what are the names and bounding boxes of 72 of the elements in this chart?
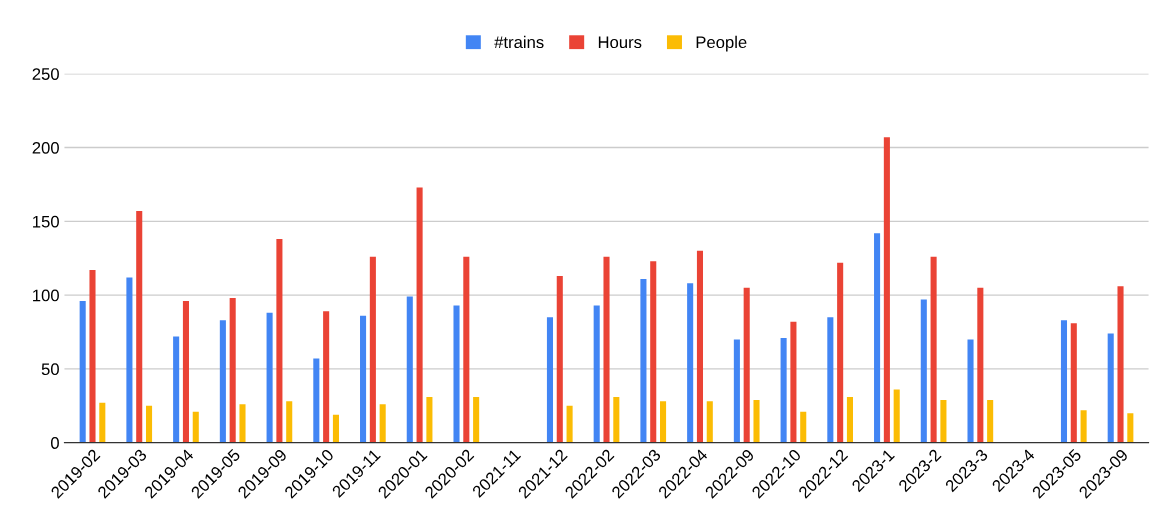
bar xyxy=(1127,413,1134,443)
bar xyxy=(780,337,787,443)
legend-label: People xyxy=(696,35,747,52)
bar xyxy=(987,399,994,443)
bar xyxy=(687,283,694,443)
bar xyxy=(800,411,807,443)
bar xyxy=(1070,323,1077,443)
bar xyxy=(360,315,367,443)
bar xyxy=(136,211,143,443)
bar xyxy=(827,317,834,443)
bar xyxy=(753,399,760,443)
y-tick-label: 0 xyxy=(50,437,59,449)
bar xyxy=(566,405,573,443)
bar xyxy=(556,275,563,443)
y-tick-label: 200 xyxy=(32,141,59,154)
bar xyxy=(733,339,740,443)
bar xyxy=(453,305,460,443)
bar xyxy=(883,137,890,443)
bar xyxy=(893,389,900,443)
bar xyxy=(146,405,153,443)
bar xyxy=(79,301,86,443)
bar xyxy=(640,278,647,443)
bar xyxy=(266,312,273,443)
bar xyxy=(89,270,96,443)
bar xyxy=(940,399,947,443)
bar xyxy=(1080,410,1087,443)
bar xyxy=(593,305,600,443)
bar xyxy=(99,402,106,443)
bar xyxy=(743,287,750,443)
bar xyxy=(276,239,283,443)
bar xyxy=(650,261,657,443)
bar xyxy=(846,396,853,443)
bar xyxy=(874,233,881,443)
bar xyxy=(920,299,927,443)
bar xyxy=(967,339,974,443)
bar xyxy=(546,317,554,443)
bar xyxy=(696,250,703,443)
bar xyxy=(323,311,330,443)
bar xyxy=(182,301,189,443)
bar xyxy=(313,358,320,443)
bar xyxy=(660,401,667,443)
bar xyxy=(1107,333,1114,443)
bar xyxy=(332,414,339,443)
bar xyxy=(613,396,620,443)
bar xyxy=(1060,320,1068,443)
y-tick-label: 150 xyxy=(33,215,59,228)
bar xyxy=(473,396,480,443)
bar xyxy=(416,187,423,443)
legend-label: Hours xyxy=(598,36,642,49)
y-tick-label: 250 xyxy=(32,68,59,80)
legend-label: #trains xyxy=(494,35,544,49)
bar xyxy=(790,321,797,443)
bar xyxy=(426,396,433,443)
bar xyxy=(463,256,470,443)
bar xyxy=(239,404,246,443)
bar xyxy=(406,296,413,443)
bar xyxy=(930,256,937,443)
bar xyxy=(837,262,844,443)
bar xyxy=(379,404,386,443)
y-tick-label: 50 xyxy=(41,363,59,376)
bar xyxy=(173,336,180,443)
bar xyxy=(603,256,610,443)
bar xyxy=(286,401,293,443)
bar xyxy=(219,320,226,443)
bar xyxy=(369,256,376,443)
bar xyxy=(126,277,133,443)
bar xyxy=(977,287,984,443)
bar xyxy=(706,401,713,443)
bar xyxy=(1117,286,1124,443)
y-tick-label: 100 xyxy=(33,289,59,302)
bar xyxy=(229,298,236,443)
bar xyxy=(192,411,199,443)
